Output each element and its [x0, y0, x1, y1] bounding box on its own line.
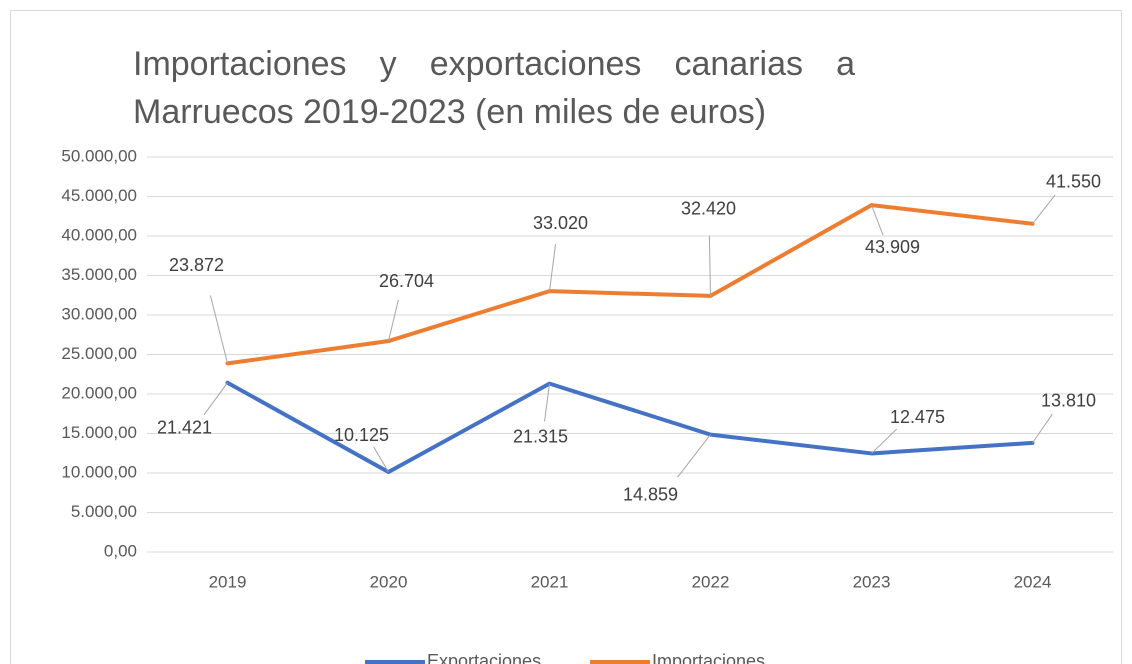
y-tick-label: 10.000,00: [61, 462, 137, 481]
leader-line: [549, 244, 557, 292]
leader-line: [373, 446, 389, 473]
data-label: 32.420: [681, 199, 736, 219]
y-tick-label: 15.000,00: [61, 423, 137, 442]
y-tick-label: 40.000,00: [61, 225, 137, 244]
leader-line: [388, 299, 399, 342]
line-series: [225, 203, 1035, 366]
leader-line: [1032, 413, 1053, 444]
data-label: 26.704: [379, 271, 434, 291]
leader-line: [677, 434, 711, 478]
legend-label: Importaciones: [652, 651, 765, 664]
y-tick-label: 20.000,00: [61, 383, 137, 402]
y-tick-label: 45.000,00: [61, 186, 137, 205]
x-tick-label: 2020: [370, 572, 408, 591]
x-tick-label: 2021: [531, 572, 569, 591]
chart-border: [10, 10, 1122, 664]
x-tick-label: 2022: [692, 572, 730, 591]
data-label: 14.859: [623, 484, 678, 504]
leader-line: [1032, 194, 1056, 225]
leader-line: [544, 383, 550, 422]
y-tick-label: 30.000,00: [61, 304, 137, 323]
line-series: [225, 380, 1035, 475]
x-tick-label: 2024: [1014, 572, 1052, 591]
legend-label: Exportaciones: [427, 651, 541, 664]
data-label: 21.421: [157, 418, 212, 438]
y-tick-label: 0,00: [104, 541, 137, 560]
x-tick-label: 2023: [853, 572, 891, 591]
data-label: 23.872: [169, 255, 224, 275]
data-label: 43.909: [865, 237, 920, 257]
leader-line: [209, 295, 228, 364]
y-tick-label: 50.000,00: [61, 146, 137, 165]
chart-title: Importaciones y exportaciones canarias a…: [133, 45, 855, 131]
data-label: 10.125: [334, 425, 389, 445]
y-tick-label: 5.000,00: [71, 502, 137, 521]
data-label: 41.550: [1046, 172, 1101, 192]
leader-line: [203, 382, 228, 416]
x-tick-label: 2019: [209, 572, 247, 591]
data-label: 12.475: [890, 407, 945, 427]
leader-line: [871, 204, 884, 236]
leader-line: [708, 235, 711, 296]
leader-line: [871, 428, 898, 454]
y-tick-label: 25.000,00: [61, 344, 137, 363]
y-tick-label: 35.000,00: [61, 265, 137, 284]
data-label: 33.020: [533, 213, 588, 233]
data-label: 13.810: [1041, 391, 1096, 411]
data-label: 21.315: [513, 426, 568, 446]
